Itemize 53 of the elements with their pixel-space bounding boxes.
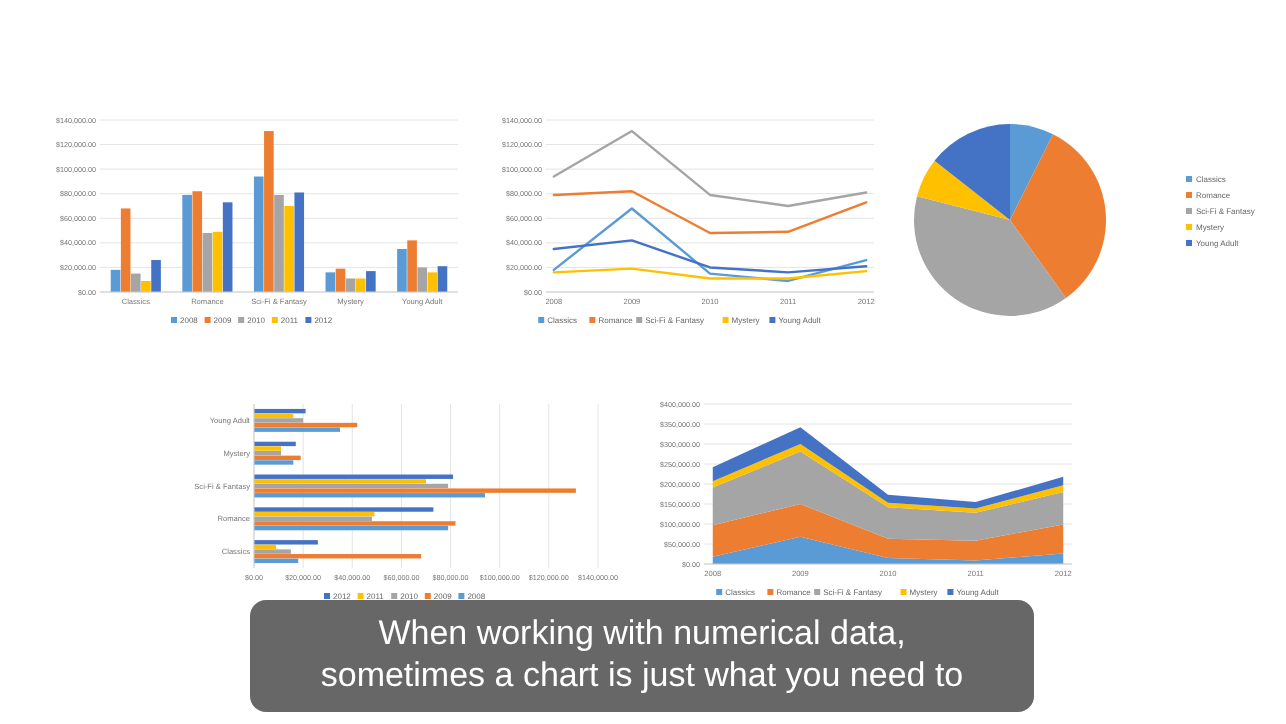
bar <box>253 176 264 292</box>
bar <box>254 422 358 428</box>
bar <box>355 278 366 292</box>
bar <box>254 460 294 465</box>
pie-slice <box>934 124 1010 220</box>
bar <box>212 231 223 292</box>
bar <box>202 233 213 292</box>
pie-slice <box>1010 124 1054 220</box>
bar <box>427 272 438 292</box>
bar <box>120 208 131 292</box>
bar <box>254 540 318 545</box>
bar <box>141 280 151 292</box>
bar <box>254 488 576 493</box>
bar <box>182 194 192 292</box>
bar <box>254 507 434 512</box>
bar <box>366 271 376 292</box>
bar <box>222 202 233 292</box>
pie-slice <box>914 196 1066 316</box>
bar <box>264 131 274 292</box>
bar <box>254 493 485 498</box>
bar <box>254 511 375 517</box>
bar <box>294 192 305 292</box>
pie-slice <box>1010 134 1106 299</box>
bar <box>325 272 336 292</box>
bar <box>254 479 426 484</box>
line-series <box>552 190 868 235</box>
bar <box>130 273 141 292</box>
bar <box>254 554 422 559</box>
bar <box>254 516 372 521</box>
bar <box>192 191 203 292</box>
bar <box>407 240 417 292</box>
bar <box>254 483 449 489</box>
bar <box>284 206 294 292</box>
bar <box>151 260 161 292</box>
bar <box>397 249 407 292</box>
line-series <box>552 207 868 283</box>
line-series <box>552 129 868 208</box>
bar <box>437 266 448 292</box>
text: sometimes a chart is just what you need to <box>320 656 964 694</box>
bar <box>254 427 340 432</box>
bar <box>254 525 449 531</box>
bar <box>345 278 356 292</box>
bar <box>254 474 454 479</box>
bar <box>254 521 456 526</box>
line-series <box>552 239 868 274</box>
bar <box>254 418 304 423</box>
bar <box>254 446 282 451</box>
bar <box>254 408 306 414</box>
bar <box>274 194 284 292</box>
bar <box>254 549 291 554</box>
bar <box>417 267 428 292</box>
text: When working with numerical data, <box>378 614 906 652</box>
pie-slice <box>917 160 1010 220</box>
